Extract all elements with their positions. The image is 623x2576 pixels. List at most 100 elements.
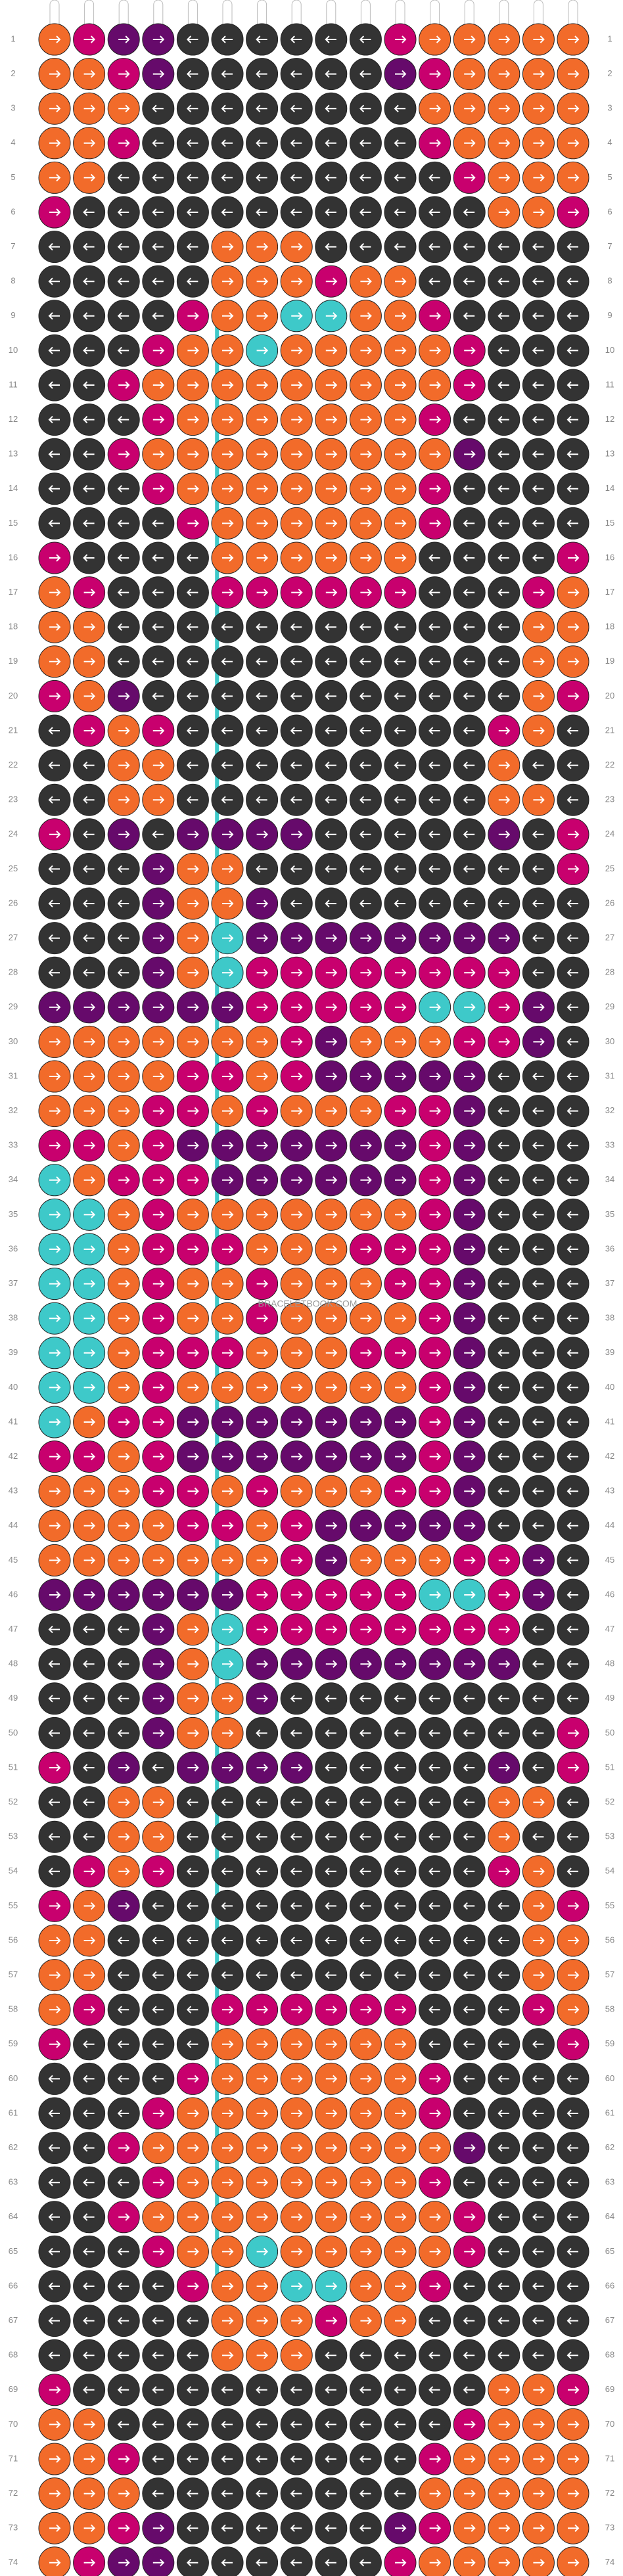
knot-arrow — [568, 1764, 580, 1772]
knot-arrow — [187, 1591, 199, 1599]
row-label-left: 73 — [9, 2523, 18, 2533]
knot-arrow — [498, 173, 511, 182]
knot-arrow — [533, 70, 545, 78]
knot-arrow — [532, 1107, 544, 1115]
knot-arrow — [428, 692, 440, 701]
knot-arrow — [532, 1487, 544, 1495]
knot-arrow — [325, 2040, 338, 2048]
knot-arrow — [222, 242, 234, 251]
knot-arrow — [83, 208, 95, 216]
knot-arrow — [83, 1729, 95, 1737]
knot-arrow — [187, 1245, 199, 1253]
row-label-left: 22 — [9, 760, 18, 770]
knot-arrow — [186, 208, 198, 216]
knot-arrow — [395, 2006, 407, 2013]
knot-arrow — [359, 2351, 371, 2359]
knot-arrow — [359, 796, 371, 804]
knot-arrow — [566, 1003, 578, 1011]
knot-arrow — [118, 761, 130, 770]
knot-arrow — [497, 242, 509, 251]
knot-arrow — [464, 969, 476, 977]
knot-arrow — [464, 1141, 476, 1149]
knot-arrow — [221, 1937, 233, 1944]
knot-arrow — [222, 588, 234, 597]
row-label-left: 25 — [9, 863, 18, 873]
knot-arrow — [566, 2351, 578, 2359]
knot-arrow — [532, 934, 544, 942]
knot-arrow — [394, 900, 405, 908]
knot-arrow — [118, 692, 130, 701]
knot-arrow — [429, 450, 442, 458]
knot-arrow — [429, 139, 442, 147]
knot-arrow — [49, 1971, 61, 1979]
knot-arrow — [359, 1798, 371, 1806]
knot-arrow — [325, 2109, 338, 2117]
knot-arrow — [395, 1210, 407, 1219]
knot-arrow — [498, 1798, 511, 1806]
knot-arrow — [117, 588, 129, 597]
knot-arrow — [497, 2109, 509, 2117]
knot-arrow — [222, 1383, 234, 1392]
knot-arrow — [359, 865, 371, 873]
knot-arrow — [83, 1591, 96, 1599]
knot-arrow — [291, 1003, 303, 1011]
knot-arrow — [187, 1556, 199, 1565]
knot-arrow — [497, 1141, 509, 1149]
knot-arrow — [152, 2455, 164, 2463]
knot-arrow — [256, 1003, 269, 1011]
knot-arrow — [428, 1833, 440, 1841]
knot-arrow — [394, 865, 405, 873]
knot-arrow — [83, 1487, 96, 1495]
knot-arrow — [566, 969, 578, 977]
row-label-right: 66 — [605, 2280, 614, 2290]
knot-arrow — [152, 485, 165, 493]
knot-arrow — [187, 2213, 199, 2221]
knot-arrow — [221, 139, 233, 147]
knot-arrow — [222, 277, 234, 285]
knot-arrow — [325, 831, 336, 839]
knot-arrow — [464, 1556, 476, 1565]
knot-arrow — [49, 2420, 61, 2429]
knot-arrow — [429, 1072, 442, 1080]
knot-arrow — [83, 588, 96, 597]
knot-arrow — [117, 346, 129, 355]
knot-arrow — [152, 1176, 165, 1184]
knot-arrow — [429, 2489, 442, 2498]
knot-arrow — [359, 35, 371, 43]
knot-arrow — [152, 1764, 164, 1772]
row-label-left: 29 — [9, 1001, 18, 1011]
knot-arrow — [256, 1349, 269, 1357]
knot-arrow — [394, 1971, 405, 1979]
knot-arrow — [498, 1556, 511, 1565]
knot-arrow — [429, 2559, 442, 2567]
row-label-right: 68 — [605, 2350, 614, 2360]
knot-arrow — [360, 1210, 372, 1219]
row-label-left: 54 — [9, 1866, 18, 1875]
knot-arrow — [152, 1660, 165, 1668]
knot-arrow — [463, 2386, 475, 2394]
knot-arrow — [532, 969, 544, 977]
knot — [38, 2546, 71, 2576]
knot-arrow — [497, 1695, 509, 1703]
knot-arrow — [186, 1971, 198, 1979]
knot-arrow — [48, 900, 60, 908]
knot-arrow — [221, 208, 233, 216]
row-label-right: 58 — [605, 2004, 614, 2014]
row-label-left: 65 — [9, 2246, 18, 2256]
knot-arrow — [360, 588, 372, 597]
knot-arrow — [49, 1349, 61, 1357]
knot-arrow — [186, 35, 198, 43]
knot-arrow — [394, 2489, 405, 2498]
knot-arrow — [83, 1764, 95, 1772]
knot-arrow — [256, 865, 267, 873]
knot-arrow — [152, 761, 165, 770]
knot-arrow — [187, 1141, 199, 1149]
knot-arrow — [429, 381, 442, 389]
knot-arrow — [464, 1176, 476, 1184]
knot-arrow — [429, 1522, 442, 1530]
knot-arrow — [118, 831, 130, 839]
row-label-left: 46 — [9, 1589, 18, 1599]
knot-arrow — [186, 2524, 198, 2532]
knot-arrow — [83, 692, 96, 701]
knot-arrow — [463, 1833, 475, 1841]
